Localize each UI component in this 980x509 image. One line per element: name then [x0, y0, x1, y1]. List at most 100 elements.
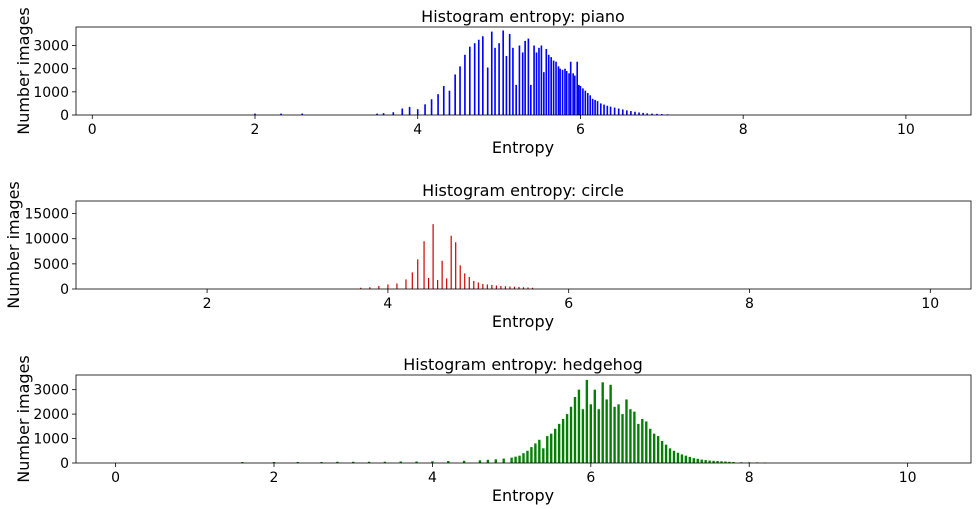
- chart-piano-bar: [555, 61, 557, 115]
- chart-hedgehog-bar: [704, 460, 707, 463]
- chart-hedgehog-bar: [522, 453, 525, 463]
- chart-circle-bar: [446, 278, 448, 289]
- chart-piano-bar: [538, 47, 540, 116]
- chart-hedgehog-xtick-label: 0: [111, 470, 120, 486]
- chart-piano-bar: [594, 99, 596, 115]
- chart-hedgehog-bar: [542, 448, 545, 463]
- chart-piano-ytick-label: 0: [60, 108, 69, 124]
- chart-hedgehog-bar: [514, 456, 517, 463]
- chart-circle-bar: [450, 235, 452, 289]
- chart-circle-bar: [495, 285, 497, 289]
- chart-circle: Histogram entropy: circle 2 4 6 8 10 0 5000 100…: [4, 181, 972, 331]
- chart-hedgehog-bar: [569, 406, 573, 463]
- chart-piano-bar: [646, 113, 648, 115]
- chart-piano-bar: [579, 86, 582, 115]
- chart-circle-bar: [423, 241, 425, 289]
- chart-piano-bar: [617, 108, 620, 115]
- chart-piano-bar: [533, 45, 535, 115]
- chart-hedgehog-bar: [732, 462, 735, 463]
- chart-piano-bar: [586, 93, 589, 115]
- chart-piano-bar: [599, 103, 602, 115]
- chart-circle-bar: [518, 286, 520, 289]
- chart-hedgehog-bar: [502, 458, 505, 463]
- chart-circle-ytick-label: 15000: [24, 207, 69, 223]
- chart-hedgehog-bar: [585, 379, 589, 463]
- chart-hedgehog-xlabel: Entropy: [492, 486, 554, 505]
- chart-piano-xtick-label: 8: [739, 122, 748, 138]
- chart-hedgehog-bar: [692, 458, 695, 463]
- chart-circle-bar: [432, 224, 434, 289]
- chart-piano-bar: [613, 107, 616, 115]
- chart-piano-bar: [535, 52, 538, 115]
- chart-piano-bar: [477, 39, 480, 115]
- chart-circle-title: Histogram entropy: circle: [422, 181, 624, 200]
- chart-piano-ytick-label: 2000: [33, 62, 69, 78]
- chart-hedgehog-bar: [617, 404, 620, 463]
- chart-piano-bar: [521, 52, 524, 115]
- chart-piano-bar: [545, 49, 548, 115]
- chart-hedgehog-ytick-label: 3000: [33, 383, 69, 399]
- chart-piano-xtick-label: 0: [88, 122, 97, 138]
- chart-circle-bar: [396, 283, 398, 289]
- chart-piano-bar: [468, 46, 471, 115]
- chart-circle-ytick-label: 5000: [33, 257, 69, 273]
- chart-circle-frame: [75, 200, 972, 290]
- chart-hedgehog-bar: [672, 450, 676, 463]
- chart-piano-bar: [547, 54, 550, 115]
- chart-circle-ylabel: Number images: [4, 181, 23, 309]
- chart-piano-xtick-label: 4: [413, 122, 422, 138]
- chart-hedgehog-bar: [656, 436, 660, 463]
- chart-piano-bar: [626, 110, 628, 115]
- chart-circle-bar: [477, 282, 479, 289]
- chart-hedgehog-bar: [462, 460, 466, 463]
- chart-piano-bar: [630, 111, 632, 115]
- chart-hedgehog-frame: [75, 374, 972, 464]
- chart-hedgehog-bar: [708, 460, 711, 463]
- chart-circle-bar: [500, 285, 502, 289]
- chart-circle-bar: [473, 280, 475, 289]
- chart-hedgehog-bar: [352, 461, 355, 463]
- chart-hedgehog-bar: [724, 461, 727, 463]
- chart-hedgehog-bar: [676, 452, 680, 463]
- chart-hedgehog-bar: [680, 454, 684, 463]
- chart-hedgehog-bar: [530, 447, 533, 463]
- chart-piano-bar: [568, 73, 570, 115]
- chart-circle-bar: [405, 279, 407, 289]
- chart-circle-xtick-label: 10: [921, 296, 939, 312]
- chart-piano-bar: [634, 111, 636, 115]
- chart-hedgehog-bar: [688, 456, 692, 463]
- chart-piano-bar: [589, 95, 592, 115]
- chart-piano-bar: [582, 88, 584, 115]
- chart-hedgehog-bar: [712, 460, 715, 463]
- chart-hedgehog-bar: [668, 448, 672, 463]
- chart-piano-bar: [376, 113, 378, 115]
- chart-piano-bar: [459, 66, 461, 115]
- chart-hedgehog-bar: [486, 459, 490, 463]
- chart-piano-ylabel: Number images: [14, 7, 33, 135]
- chart-hedgehog-bar: [597, 409, 600, 463]
- chart-hedgehog-bar: [296, 462, 299, 463]
- chart-circle-bar: [378, 285, 380, 289]
- chart-piano-frame: [75, 26, 972, 116]
- chart-piano-bars: [254, 30, 669, 116]
- chart-hedgehog-bar: [553, 428, 557, 463]
- chart-hedgehog-bar: [565, 414, 569, 463]
- chart-piano-bar: [543, 72, 545, 115]
- chart-hedgehog-bar: [399, 461, 402, 463]
- chart-circle-bar: [531, 287, 534, 289]
- chart-circle-bar: [464, 273, 466, 289]
- chart-piano-xtick-label: 10: [897, 122, 915, 138]
- chart-piano-bar: [401, 108, 404, 115]
- chart-circle-bar: [468, 276, 470, 289]
- chart-hedgehog-bar: [336, 461, 339, 463]
- chart-hedgehog-bar: [561, 419, 565, 463]
- chart-piano-xtick-label: 2: [251, 122, 260, 138]
- chart-hedgehog-bar: [609, 384, 612, 463]
- chart-hedgehog-bar: [605, 399, 608, 463]
- chart-piano-bar: [603, 104, 605, 115]
- chart-piano-bar: [486, 67, 489, 115]
- chart-hedgehog-bars: [241, 379, 767, 464]
- chart-hedgehog-bar: [625, 399, 628, 463]
- chart-piano-bar: [524, 40, 526, 115]
